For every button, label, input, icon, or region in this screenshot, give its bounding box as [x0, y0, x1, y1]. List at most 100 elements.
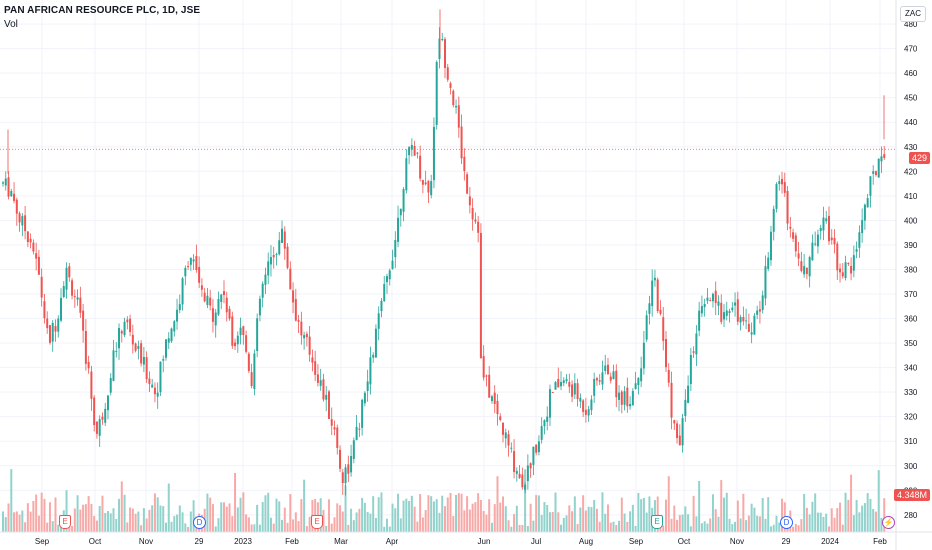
candle-body	[421, 179, 424, 185]
volume-bar	[537, 495, 540, 532]
volume-bar	[242, 492, 245, 532]
candle-body	[640, 368, 643, 382]
dividend-event-icon[interactable]: D	[193, 516, 206, 529]
candle-body	[140, 343, 143, 364]
time-axis[interactable]: Sep Oct Nov 29 2023 Feb Mar Apr Jun Jul Aug Sep Oct N…	[35, 537, 888, 546]
x-tick-label: Sep	[35, 537, 50, 546]
y-tick-label: 440	[904, 118, 918, 127]
candle-body	[827, 215, 830, 242]
x-tick-label: Nov	[139, 537, 153, 546]
volume-bar	[499, 502, 502, 532]
candle-body	[750, 332, 753, 335]
volume-bar	[540, 514, 543, 532]
volume-bar	[703, 521, 706, 532]
candle-body	[618, 392, 621, 400]
candle-body	[134, 343, 137, 351]
volume-bar	[485, 514, 488, 532]
candle-body	[26, 231, 29, 243]
volume-bar	[10, 469, 13, 532]
price-axis[interactable]: 2802903003103203303403503603703803904004…	[904, 20, 918, 520]
candle-body	[678, 435, 681, 446]
candle-body	[783, 182, 786, 193]
candle-body	[101, 416, 104, 420]
volume-bar	[468, 509, 471, 532]
candle-body	[264, 274, 267, 285]
volume-label[interactable]: Vol	[4, 19, 18, 30]
volume-bar	[825, 513, 828, 532]
candle-body	[319, 380, 322, 386]
volume-bar	[466, 496, 469, 532]
candle-body	[419, 155, 422, 179]
volume-bar	[739, 518, 742, 532]
candle-body	[413, 145, 416, 156]
volume-bar	[665, 499, 667, 532]
candle-body	[106, 395, 109, 411]
candle-body	[120, 331, 123, 334]
candle-body	[126, 319, 129, 323]
volume-bar	[441, 495, 444, 532]
volume-bar	[604, 513, 607, 532]
volume-bar	[833, 517, 836, 532]
candle-body	[667, 369, 670, 383]
candle-body	[593, 378, 596, 396]
volume-bar	[841, 524, 844, 532]
candle-body	[13, 193, 16, 201]
volume-bar	[548, 512, 551, 532]
candle-body	[95, 421, 98, 434]
dividend-event-icon[interactable]: D	[780, 516, 793, 529]
candle-body	[363, 392, 366, 404]
volume-bar	[662, 525, 665, 532]
candle-body	[540, 426, 543, 440]
candle-body	[156, 392, 159, 397]
candle-body	[474, 219, 477, 222]
volume-bar	[402, 500, 405, 532]
candle-body	[269, 257, 272, 265]
volume-bar	[678, 515, 681, 532]
currency-badge[interactable]: ZAC	[900, 6, 926, 22]
candle-body	[137, 346, 140, 349]
candle-body	[198, 266, 201, 283]
candle-body	[518, 473, 521, 478]
candle-body	[366, 381, 369, 392]
candle-body	[377, 313, 380, 329]
candle-body	[499, 416, 502, 421]
volume-bar	[289, 494, 292, 532]
x-tick-label: Nov	[730, 537, 744, 546]
volume-bar	[109, 513, 112, 532]
candle-body	[109, 378, 112, 393]
volume-bar	[723, 497, 726, 532]
volume-bar	[490, 522, 493, 532]
volume-bar	[571, 511, 574, 532]
volume-bar	[410, 495, 413, 532]
lightning-event-icon[interactable]: ⚡	[882, 516, 895, 529]
earnings-event-icon[interactable]: E	[651, 515, 663, 529]
candle-body	[239, 327, 242, 336]
volume-bar	[844, 492, 847, 532]
volume-bar	[720, 480, 723, 532]
candle-body	[460, 126, 463, 159]
volume-bar	[772, 524, 775, 532]
volume-bar	[814, 493, 817, 532]
candle-body	[584, 409, 587, 415]
earnings-event-icon[interactable]: E	[59, 515, 71, 529]
candle-body	[200, 285, 203, 290]
volume-bar	[681, 514, 684, 532]
candle-body	[866, 198, 869, 208]
volume-bar	[546, 505, 549, 532]
earnings-event-icon[interactable]: E	[311, 515, 323, 529]
candle-body	[71, 280, 74, 296]
volume-bar	[4, 517, 7, 532]
volume-bar	[344, 485, 347, 532]
candle-body	[40, 276, 43, 298]
candle-body	[444, 39, 446, 68]
candle-body	[507, 434, 510, 446]
x-tick-label: Oct	[89, 537, 102, 546]
candle-body	[747, 323, 750, 332]
symbol-title[interactable]: PAN AFRICAN RESOURCE PLC, 1D, JSE	[4, 5, 201, 16]
candle-body	[250, 372, 253, 386]
candle-body	[562, 380, 565, 383]
volume-bar	[333, 517, 336, 532]
volume-bar	[223, 502, 225, 532]
volume-bar	[308, 516, 311, 532]
